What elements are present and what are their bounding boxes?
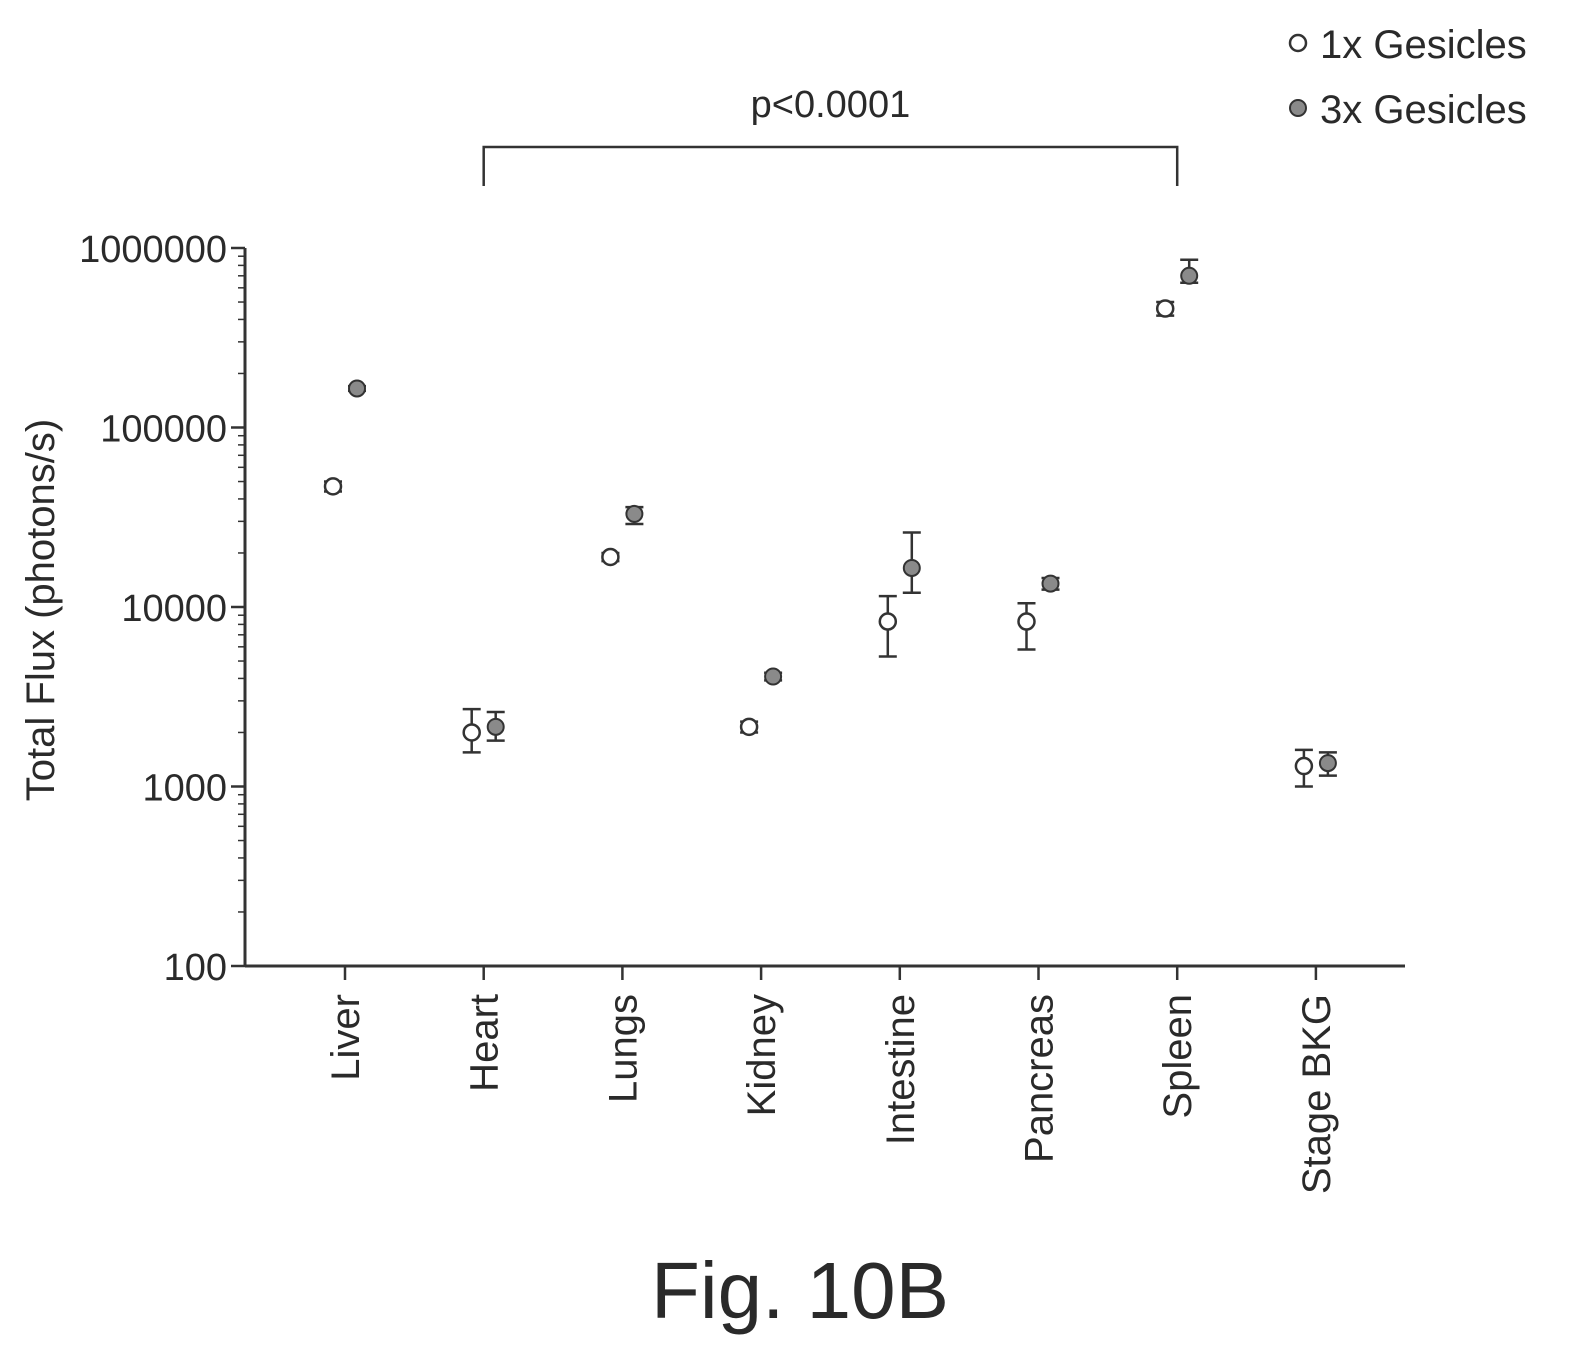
- data-point-1x: [1017, 612, 1036, 631]
- y-tick-label: 1000000: [79, 229, 227, 271]
- legend-marker-open: [1288, 33, 1308, 53]
- legend-label-1x: 1x Gesicles: [1320, 23, 1527, 67]
- significance-label: p<0.0001: [751, 84, 911, 126]
- x-tick-label-stage-bkg: Stage BKG: [1295, 994, 1339, 1194]
- data-point-1x: [739, 717, 759, 737]
- x-tick-label-liver: Liver: [324, 994, 368, 1081]
- significance-annotation: p<0.0001: [482, 84, 1179, 186]
- data-point-1x: [462, 723, 481, 742]
- data-point-1x: [323, 477, 343, 496]
- x-ticks: Liver Heart Lungs Kidney Intestine Pancreas Sp…: [324, 966, 1339, 1194]
- legend-entry-1x: 1x Gesicles: [1288, 23, 1527, 67]
- data-point-1x: [1155, 299, 1175, 318]
- x-tick-label-pancreas: Pancreas: [1018, 994, 1062, 1163]
- data-point-3x: [764, 667, 783, 686]
- legend-marker-filled: [1289, 99, 1307, 117]
- y-tick-label: 10000: [121, 588, 227, 630]
- y-tick-label: 100: [164, 947, 227, 989]
- significance-bracket: [482, 145, 1179, 186]
- data-point-3x: [1180, 266, 1199, 285]
- data-point-3x: [625, 504, 644, 523]
- x-tick-label-heart: Heart: [463, 994, 507, 1092]
- axes: [243, 248, 1405, 968]
- y-tick-label: 1000: [142, 768, 227, 810]
- data-point-3x: [1041, 574, 1060, 593]
- y-axis-label: Total Flux (photons/s): [19, 419, 63, 801]
- data-point-1x: [1294, 756, 1314, 776]
- legend-entry-3x: 3x Gesicles: [1289, 88, 1527, 132]
- x-tick-label-intestine: Intestine: [879, 994, 923, 1145]
- data-points: [323, 258, 1337, 788]
- data-point-3x: [348, 379, 366, 398]
- figure-caption: Fig. 10B: [651, 1246, 949, 1335]
- x-tick-label-spleen: Spleen: [1156, 994, 1200, 1119]
- x-tick-label-kidney: Kidney: [740, 994, 784, 1116]
- data-point-3x: [902, 558, 921, 577]
- legend: 1x Gesicles 3x Gesicles: [1288, 23, 1527, 132]
- y-ticks: 100 1000 10000 100000 1000000: [79, 229, 245, 989]
- legend-label-3x: 3x Gesicles: [1320, 88, 1527, 132]
- data-point-1x: [601, 547, 620, 567]
- data-point-3x: [486, 717, 505, 736]
- data-point-3x: [1318, 754, 1337, 773]
- data-point-1x: [878, 612, 898, 631]
- x-tick-label-lungs: Lungs: [601, 994, 645, 1103]
- y-tick-label: 100000: [100, 409, 227, 451]
